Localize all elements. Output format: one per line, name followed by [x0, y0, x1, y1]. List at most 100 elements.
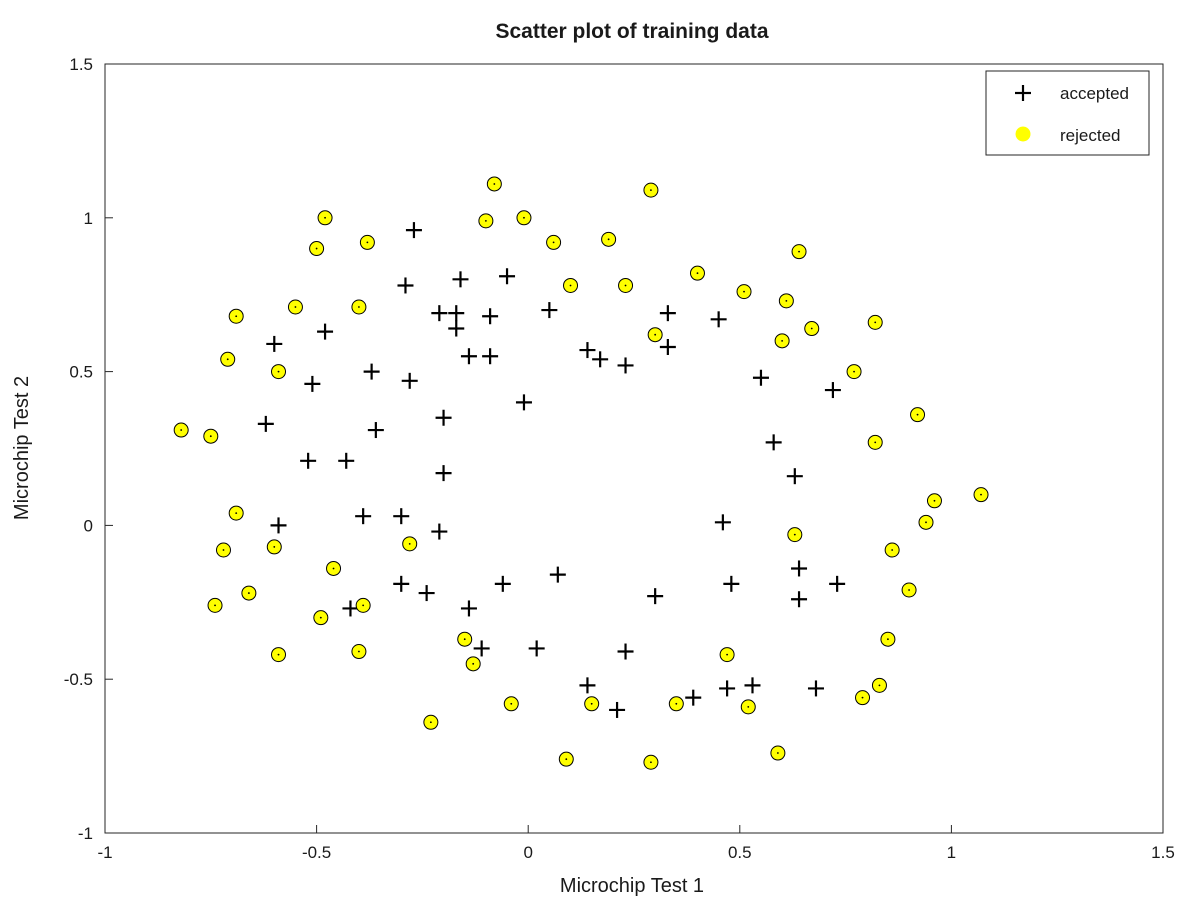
data-point-accepted	[685, 689, 702, 706]
data-point-accepted	[300, 452, 317, 469]
data-point-accepted	[829, 575, 846, 592]
data-point-rejected	[359, 234, 375, 250]
data-point-accepted	[482, 308, 499, 325]
data-point-accepted	[714, 514, 731, 531]
data-point-accepted	[541, 302, 558, 319]
data-point-accepted	[405, 222, 422, 239]
data-point-rejected	[478, 213, 494, 229]
data-point-rejected	[326, 560, 342, 576]
data-point-rejected	[918, 514, 934, 530]
data-point-accepted	[317, 323, 334, 340]
legend-marker-rejected	[1015, 126, 1031, 142]
data-point-accepted	[515, 394, 532, 411]
data-point-rejected	[867, 314, 883, 330]
legend-marker-accepted	[1015, 85, 1031, 101]
data-point-accepted	[744, 677, 761, 694]
data-point-rejected	[910, 407, 926, 423]
data-point-rejected	[778, 293, 794, 309]
data-point-accepted	[401, 372, 418, 389]
data-point-rejected	[465, 656, 481, 672]
data-point-accepted	[452, 271, 469, 288]
data-point-rejected	[770, 745, 786, 761]
data-point-rejected	[313, 610, 329, 626]
data-point-rejected	[884, 542, 900, 558]
y-tick-label: -0.5	[64, 670, 93, 689]
data-point-accepted	[752, 369, 769, 386]
x-tick-label: 0	[523, 843, 532, 862]
data-point-accepted	[659, 305, 676, 322]
data-point-rejected	[271, 364, 287, 380]
data-point-rejected	[271, 647, 287, 663]
data-points	[173, 176, 989, 770]
data-point-rejected	[563, 277, 579, 293]
data-point-accepted	[435, 465, 452, 482]
data-point-accepted	[270, 517, 287, 534]
data-point-rejected	[457, 631, 473, 647]
legend-box	[985, 70, 1150, 156]
data-point-rejected	[740, 699, 756, 715]
data-point-rejected	[173, 422, 189, 438]
data-point-accepted	[617, 357, 634, 374]
y-tick-label: 1.5	[69, 55, 93, 74]
data-point-accepted	[710, 311, 727, 328]
data-point-rejected	[736, 284, 752, 300]
data-point-accepted	[579, 677, 596, 694]
data-point-accepted	[448, 305, 465, 322]
data-point-rejected	[846, 364, 862, 380]
data-point-accepted	[494, 575, 511, 592]
data-point-rejected	[215, 542, 231, 558]
data-point-rejected	[207, 597, 223, 613]
data-point-accepted	[418, 585, 435, 602]
y-tick-label: -1	[78, 824, 93, 843]
legend-label-accepted: accepted	[1060, 84, 1129, 103]
data-point-accepted	[342, 600, 359, 617]
y-tick-label: 1	[84, 209, 93, 228]
chart-title: Scatter plot of training data	[495, 20, 768, 43]
x-axis-label: Microchip Test 1	[560, 875, 704, 897]
y-tick-label: 0.5	[69, 363, 93, 382]
data-point-accepted	[257, 415, 274, 432]
data-point-rejected	[317, 210, 333, 226]
data-point-rejected	[351, 644, 367, 660]
data-point-accepted	[363, 363, 380, 380]
data-point-rejected	[871, 677, 887, 693]
data-point-accepted	[397, 277, 414, 294]
data-point-rejected	[601, 231, 617, 247]
legend-label-rejected: rejected	[1060, 126, 1120, 145]
data-point-rejected	[973, 487, 989, 503]
x-tick-label: 1	[947, 843, 956, 862]
data-point-accepted	[431, 305, 448, 322]
data-point-accepted	[723, 575, 740, 592]
data-point-rejected	[486, 176, 502, 192]
data-point-accepted	[609, 701, 626, 718]
data-point-rejected	[618, 277, 634, 293]
data-point-rejected	[643, 182, 659, 198]
data-point-accepted	[482, 348, 499, 365]
data-point-rejected	[228, 505, 244, 521]
data-point-rejected	[558, 751, 574, 767]
data-point-accepted	[266, 335, 283, 352]
data-point-accepted	[367, 422, 384, 439]
data-point-accepted	[393, 508, 410, 525]
data-point-rejected	[804, 321, 820, 337]
data-point-accepted	[824, 382, 841, 399]
data-point-accepted	[355, 508, 372, 525]
data-point-rejected	[647, 327, 663, 343]
legend: accepted rejected	[985, 70, 1150, 156]
data-point-accepted	[647, 588, 664, 605]
data-point-accepted	[435, 409, 452, 426]
x-axis: -1 -0.5 0 0.5 1 1.5	[97, 825, 1175, 862]
data-point-rejected	[546, 234, 562, 250]
data-point-rejected	[309, 241, 325, 257]
data-point-rejected	[266, 539, 282, 555]
data-point-accepted	[338, 452, 355, 469]
x-tick-label: -0.5	[302, 843, 331, 862]
data-point-rejected	[516, 210, 532, 226]
data-point-accepted	[719, 680, 736, 697]
data-point-rejected	[220, 351, 236, 367]
data-point-accepted	[393, 575, 410, 592]
data-point-rejected	[668, 696, 684, 712]
data-point-rejected	[228, 308, 244, 324]
